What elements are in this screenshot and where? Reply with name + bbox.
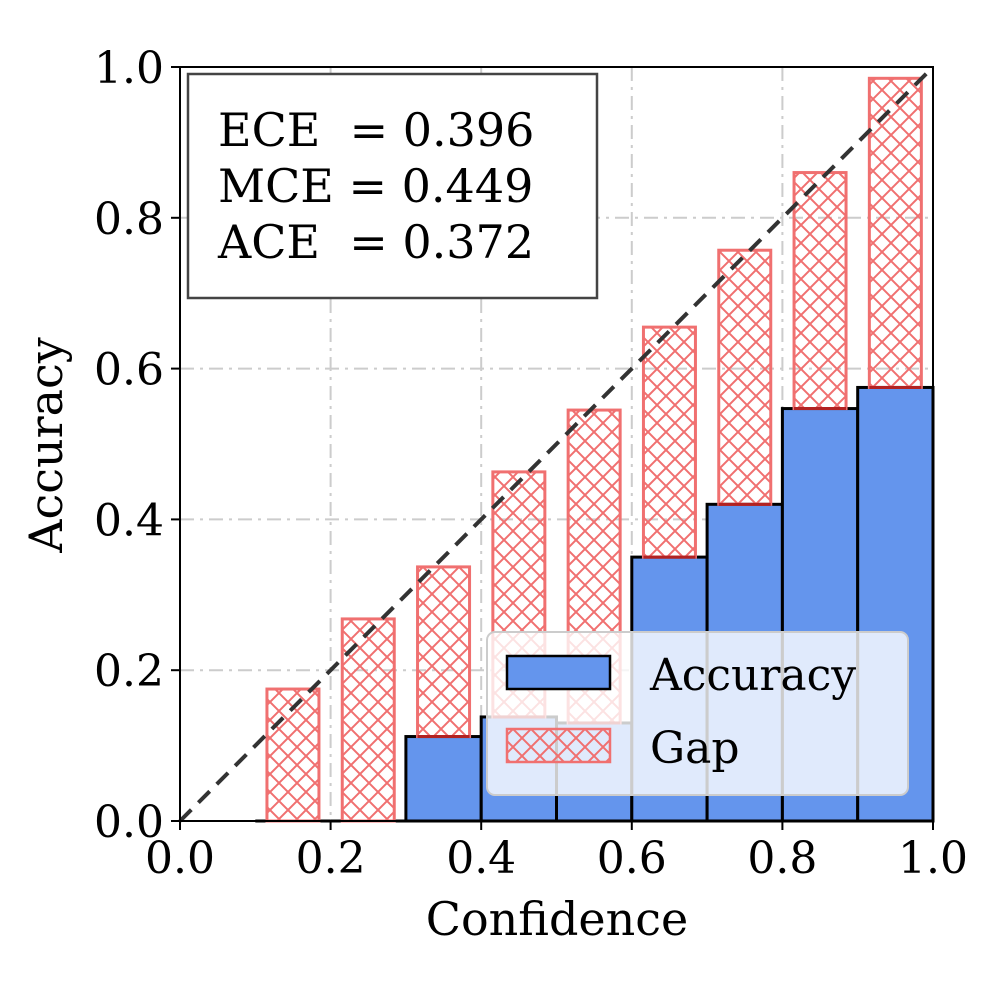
y-tick-label: 1.0 [94, 43, 164, 94]
ace-metric: ACE = 0.372 [217, 215, 534, 269]
accuracy-bar [404, 735, 483, 823]
y-tick-label: 0.0 [94, 797, 164, 848]
ece-metric: ECE = 0.396 [218, 103, 534, 157]
x-tick-label: 0.4 [446, 833, 516, 884]
gap-bar [792, 171, 848, 411]
legend-gap-label: Gap [650, 723, 740, 774]
gap-bar [867, 76, 923, 389]
perfect-calibration-line [178, 65, 935, 823]
x-axis-label: Confidence [426, 892, 688, 946]
mce-metric: MCE = 0.449 [218, 159, 533, 213]
x-tick-label: 0.8 [747, 833, 817, 884]
legend-gap-swatch [505, 727, 612, 764]
y-tick-label: 0.6 [94, 345, 164, 396]
metrics-box: ECE = 0.396 MCE = 0.449 ACE = 0.372 [186, 72, 599, 300]
plot-frame [179, 66, 934, 822]
legend-accuracy-label: Accuracy [649, 650, 856, 701]
x-tick-label: 1.0 [898, 833, 968, 884]
x-tick-label: 0.2 [296, 833, 366, 884]
x-tick-label: 0.0 [145, 833, 215, 884]
gap-bar [416, 565, 472, 739]
legend: Accuracy Gap [486, 631, 909, 796]
y-tick-label: 0.4 [94, 495, 164, 546]
gap-bar [265, 687, 321, 823]
y-tick-label: 0.8 [94, 194, 164, 245]
y-axis-label: Accuracy [19, 337, 73, 554]
y-tick-label: 0.2 [94, 646, 164, 697]
legend-accuracy-swatch [505, 654, 612, 691]
gap-bar [641, 325, 697, 559]
axis-ticks: 0.0 0.2 0.4 0.6 0.8 1.0 0.0 0.2 0.4 0.6 0.8 1.0 [94, 43, 968, 884]
x-tick-label: 0.6 [597, 833, 667, 884]
gap-bar [717, 248, 773, 506]
